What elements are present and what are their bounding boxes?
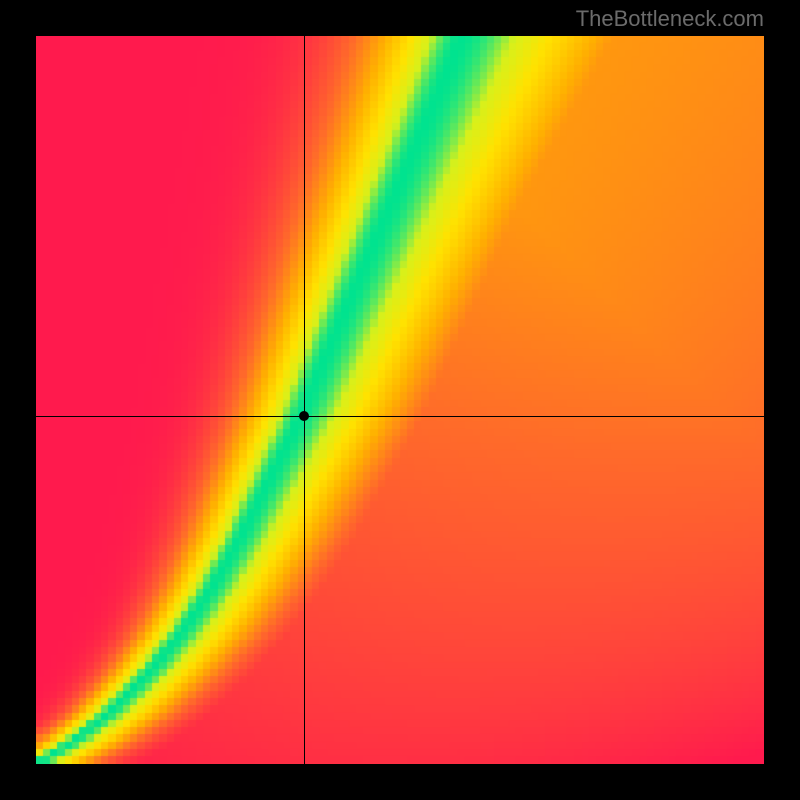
heatmap-canvas — [36, 36, 764, 764]
chart-container: TheBottleneck.com — [0, 0, 800, 800]
watermark-text: TheBottleneck.com — [576, 6, 764, 32]
heatmap-plot — [36, 36, 764, 764]
